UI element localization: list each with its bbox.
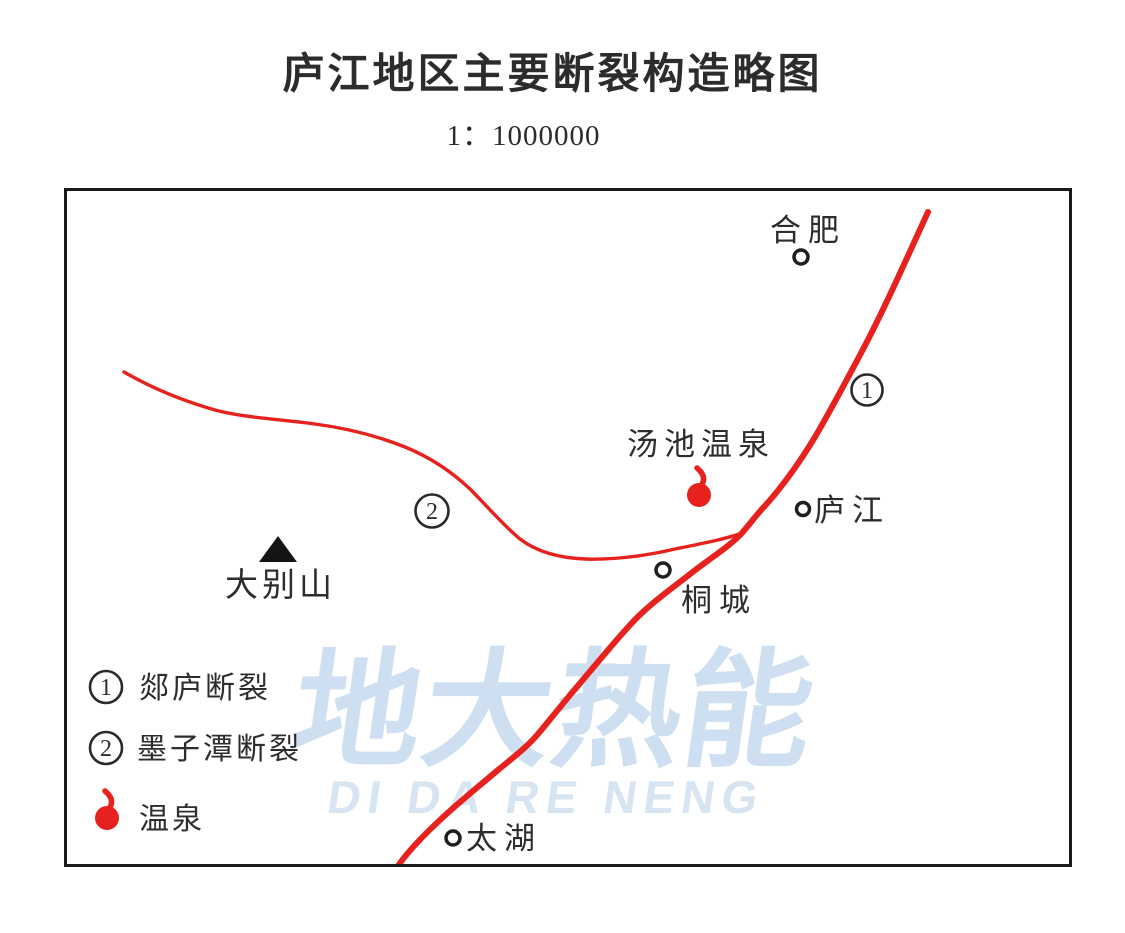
city-lujiang-marker	[794, 500, 812, 518]
legend-fault-2-label: 墨子潭断裂	[137, 733, 302, 766]
map-scale-label: 1：1000000	[446, 120, 601, 152]
city-hefei-marker	[792, 248, 810, 266]
legend-item-spring: 温泉	[95, 791, 205, 836]
dabie-mountain-label: 大别山	[225, 567, 336, 604]
fault-line-tanlu	[395, 209, 931, 864]
city-tongcheng: 桐城	[654, 561, 757, 618]
page-title: 庐江地区主要断裂构造略图	[282, 52, 823, 98]
map-svg: 地大热能 DI DA RE NENG 1 2 合肥	[88, 209, 931, 864]
legend-fault-1-number: 1	[100, 675, 112, 701]
city-lujiang: 庐江	[794, 493, 890, 528]
city-taihu: 太湖	[444, 821, 542, 856]
watermark: 地大热能 DI DA RE NENG	[284, 641, 824, 823]
legend-item-fault-1: 1 郯庐断裂	[88, 669, 271, 705]
city-tongcheng-label: 桐城	[681, 583, 757, 618]
watermark-latin-text: DI DA RE NENG	[324, 771, 768, 823]
tangchi-hot-spring-label: 汤池温泉	[627, 427, 775, 462]
tangchi-hot-spring: 汤池温泉	[627, 427, 775, 507]
fault-1-map-label: 1	[850, 373, 884, 407]
legend-hot-spring-icon	[95, 791, 119, 830]
city-tongcheng-marker	[654, 561, 672, 579]
fault-2-map-circle	[414, 493, 450, 529]
hot-spring-icon	[687, 468, 711, 507]
city-hefei: 合肥	[770, 213, 846, 266]
legend-spring-label: 温泉	[139, 803, 205, 836]
city-lujiang-label: 庐江	[814, 493, 890, 528]
dabie-mountain: 大别山	[225, 536, 336, 604]
map-frame: 地大热能 DI DA RE NENG 1 2 合肥	[64, 188, 1072, 867]
legend-fault-1-circle	[88, 669, 124, 705]
city-taihu-marker	[444, 829, 462, 847]
fault-line-mozitan	[122, 370, 744, 561]
legend-fault-2-circle	[88, 730, 124, 766]
fault-2-map-number: 2	[426, 499, 438, 525]
legend-fault-1-label: 郯庐断裂	[139, 672, 271, 705]
fault-2-map-label: 2	[414, 493, 450, 529]
city-taihu-label: 太湖	[466, 821, 542, 856]
city-hefei-label: 合肥	[770, 213, 846, 248]
fault-1-map-circle	[850, 373, 884, 407]
legend-item-fault-2: 2 墨子潭断裂	[88, 730, 302, 766]
legend: 1 郯庐断裂 2 墨子潭断裂 温泉	[88, 669, 302, 836]
mountain-icon	[259, 536, 297, 562]
fault-1-map-number: 1	[861, 378, 873, 404]
legend-fault-2-number: 2	[100, 736, 112, 762]
